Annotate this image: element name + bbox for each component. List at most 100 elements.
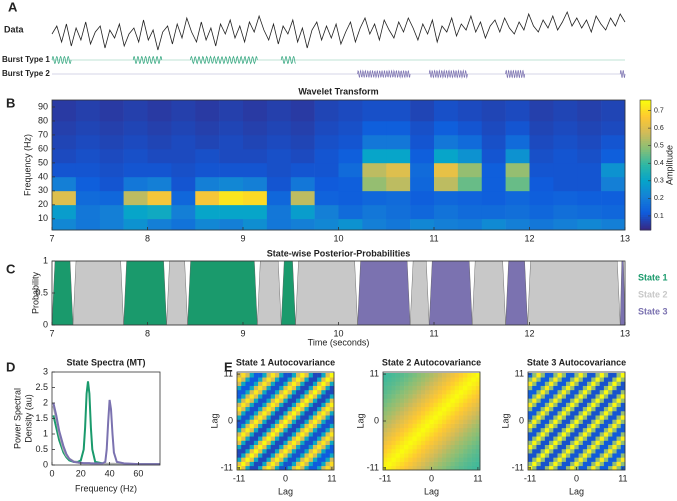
matrix-cell (287, 410, 293, 416)
matrix-cell (237, 406, 242, 412)
matrix-cell (599, 444, 605, 450)
matrix-cell (620, 448, 626, 454)
matrix-cell (304, 381, 309, 386)
heatmap-cell (99, 162, 124, 178)
heatmap-cell (123, 176, 148, 192)
matrix-cell (262, 373, 267, 378)
matrix-cell (395, 427, 401, 433)
matrix-cell (416, 444, 422, 450)
heatmap-cell (434, 134, 459, 150)
matrix-cell (249, 385, 255, 391)
matrix-cell (300, 385, 305, 391)
matrix-cell (620, 406, 626, 412)
matrix-cell (616, 461, 622, 467)
matrix-cell (270, 461, 276, 467)
matrix-cell (603, 377, 609, 382)
matrix-cell (549, 373, 554, 378)
heatmap-cell (266, 176, 292, 192)
matrix-cell (258, 444, 263, 450)
matrix-cell (321, 389, 326, 395)
matrix-cell (540, 389, 546, 395)
matrix-cell (458, 410, 464, 416)
heatmap-cell (243, 120, 268, 136)
matrix-cell (404, 377, 409, 382)
matrix-cell (540, 461, 546, 467)
matrix-cell (570, 427, 575, 433)
matrix-cell (450, 436, 455, 441)
matrix-cell (467, 394, 472, 399)
matrix-cell (549, 410, 554, 416)
matrix-cell (425, 385, 430, 391)
matrix-cell (317, 394, 322, 399)
matrix-cell (442, 419, 447, 424)
matrix-cell (574, 448, 579, 454)
matrix-cell (565, 436, 571, 441)
heatmap-cell (266, 218, 292, 231)
matrix-cell (595, 423, 600, 429)
matrix-cell (578, 406, 584, 412)
heatmap-cell (52, 120, 77, 136)
matrix-cell (412, 398, 418, 403)
matrix-cell (387, 389, 392, 395)
matrix-cell (616, 398, 622, 403)
matrix-cell (317, 440, 322, 445)
matrix-cell (270, 453, 276, 458)
matrix-cell (471, 457, 477, 462)
matrix-cell (446, 419, 451, 424)
matrix-cell (561, 444, 567, 450)
matrix-cell (237, 402, 242, 408)
matrix-cell (446, 381, 451, 386)
matrix-cell (270, 444, 276, 450)
matrix-cell (416, 410, 422, 416)
heatmap-cell (481, 218, 506, 231)
matrix-cell (387, 453, 392, 458)
matrix-cell (325, 373, 331, 378)
heatmap-cell (171, 190, 196, 206)
matrix-cell (321, 415, 326, 420)
matrix-cell (300, 410, 305, 416)
matrix-cell (450, 385, 455, 391)
matrix-cell (245, 398, 250, 403)
matrix-cell (616, 457, 622, 462)
matrix-cell (262, 410, 267, 416)
matrix-cell (467, 423, 472, 429)
matrix-cell (458, 377, 464, 382)
matrix-cell (603, 385, 609, 391)
matrix-cell (425, 440, 430, 445)
matrix-cell (291, 419, 297, 424)
matrix-cell (578, 457, 584, 462)
matrix-cell (391, 419, 396, 424)
heatmap-cell (601, 176, 626, 192)
matrix-cell (262, 389, 267, 395)
matrix-cell (287, 406, 293, 412)
matrix-cell (620, 457, 626, 462)
matrix-cell (437, 419, 443, 424)
matrix-cell (416, 440, 422, 445)
matrix-cell (270, 436, 276, 441)
matrix-cell (557, 423, 563, 429)
heatmap-cell (243, 204, 268, 220)
matrix-cell (591, 415, 596, 420)
matrix-cell (442, 389, 447, 395)
matrix-cell (308, 419, 314, 424)
matrix-cell (241, 423, 246, 429)
matrix-cell (578, 381, 584, 386)
matrix-cell (471, 398, 477, 403)
matrix-cell (416, 465, 422, 471)
matrix-cell (591, 402, 596, 408)
heatmap-cell (505, 148, 530, 164)
matrix-cell (404, 427, 409, 433)
matrix-cell (582, 385, 588, 391)
heatmap-cell (362, 190, 387, 206)
matrix-cell (296, 423, 301, 429)
matrix-cell (308, 465, 314, 471)
heatmap-cell (410, 190, 435, 206)
matrix-cell (578, 385, 584, 391)
heatmap-cell (410, 120, 435, 136)
matrix-cell (383, 440, 388, 445)
matrix-cell (574, 432, 579, 437)
matrix-cell (549, 415, 554, 420)
matrix-cell (420, 385, 426, 391)
state-area (72, 260, 124, 326)
matrix-cell (317, 373, 322, 378)
